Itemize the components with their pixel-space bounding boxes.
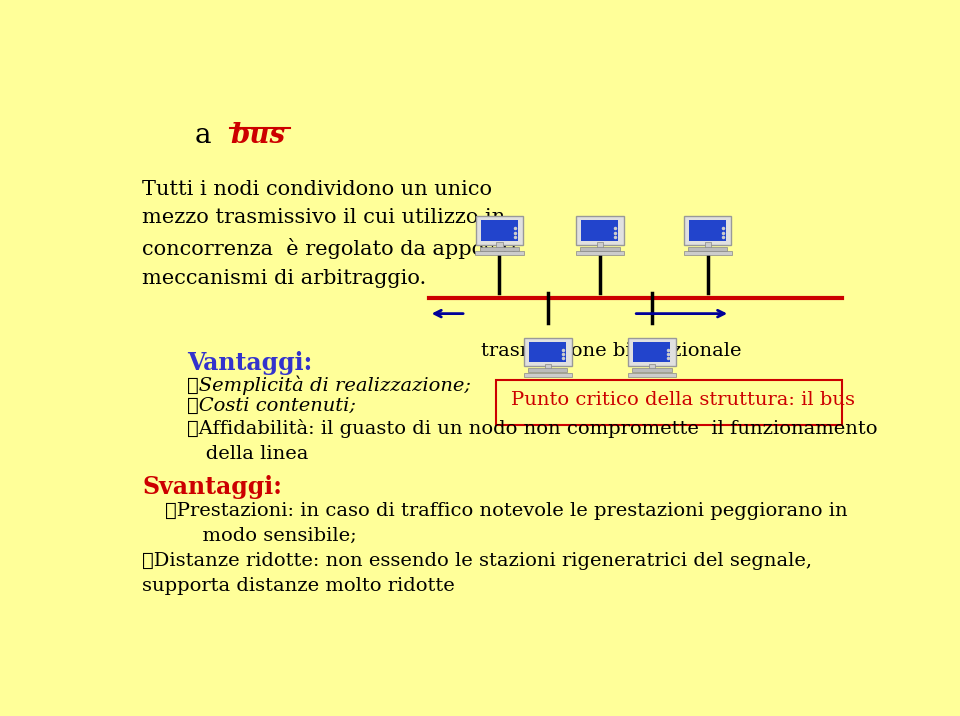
FancyBboxPatch shape <box>580 247 619 251</box>
Text: Svantaggi:: Svantaggi: <box>142 475 282 498</box>
FancyBboxPatch shape <box>628 338 676 366</box>
FancyBboxPatch shape <box>649 364 655 369</box>
FancyBboxPatch shape <box>495 379 842 425</box>
FancyBboxPatch shape <box>475 251 523 256</box>
FancyBboxPatch shape <box>496 242 502 248</box>
FancyBboxPatch shape <box>582 221 618 241</box>
Text: Tutti i nodi condividono un unico
mezzo trasmissivo il cui utilizzo in
concorren: Tutti i nodi condividono un unico mezzo … <box>142 180 517 289</box>
FancyBboxPatch shape <box>524 338 571 366</box>
FancyBboxPatch shape <box>480 247 519 251</box>
FancyBboxPatch shape <box>634 342 670 362</box>
Text: trasmissione bidirezionale: trasmissione bidirezionale <box>481 342 741 360</box>
Text: a: a <box>194 122 211 149</box>
Text: ➤Semplicità di realizzazione;: ➤Semplicità di realizzazione; <box>187 375 471 395</box>
FancyBboxPatch shape <box>688 247 728 251</box>
Text: bus: bus <box>230 122 285 149</box>
FancyBboxPatch shape <box>705 242 710 248</box>
Text: ➤Costi contenuti;: ➤Costi contenuti; <box>187 397 356 415</box>
FancyBboxPatch shape <box>544 364 551 369</box>
FancyBboxPatch shape <box>684 216 732 244</box>
FancyBboxPatch shape <box>576 216 624 244</box>
FancyBboxPatch shape <box>633 369 672 372</box>
Text: Punto critico della struttura: il bus: Punto critico della struttura: il bus <box>511 391 854 409</box>
FancyBboxPatch shape <box>529 342 566 362</box>
Text: ➤Prestazioni: in caso di traffico notevole le prestazioni peggiorano in
      mo: ➤Prestazioni: in caso di traffico notevo… <box>165 502 848 545</box>
Text: Vantaggi:: Vantaggi: <box>187 351 312 374</box>
FancyBboxPatch shape <box>528 369 567 372</box>
FancyBboxPatch shape <box>476 216 523 244</box>
FancyBboxPatch shape <box>689 221 727 241</box>
FancyBboxPatch shape <box>524 373 572 377</box>
FancyBboxPatch shape <box>576 251 624 256</box>
FancyBboxPatch shape <box>684 251 732 256</box>
FancyBboxPatch shape <box>481 221 518 241</box>
FancyBboxPatch shape <box>628 373 676 377</box>
Text: ➤​Affidabilità: il guasto di un nodo non compromette  il funzionamento
   della : ➤​Affidabilità: il guasto di un nodo non… <box>187 420 877 463</box>
Text: ➤Distanze ridotte: non essendo le stazioni rigeneratrici del segnale,
supporta d: ➤Distanze ridotte: non essendo le stazio… <box>142 552 812 595</box>
FancyBboxPatch shape <box>597 242 603 248</box>
